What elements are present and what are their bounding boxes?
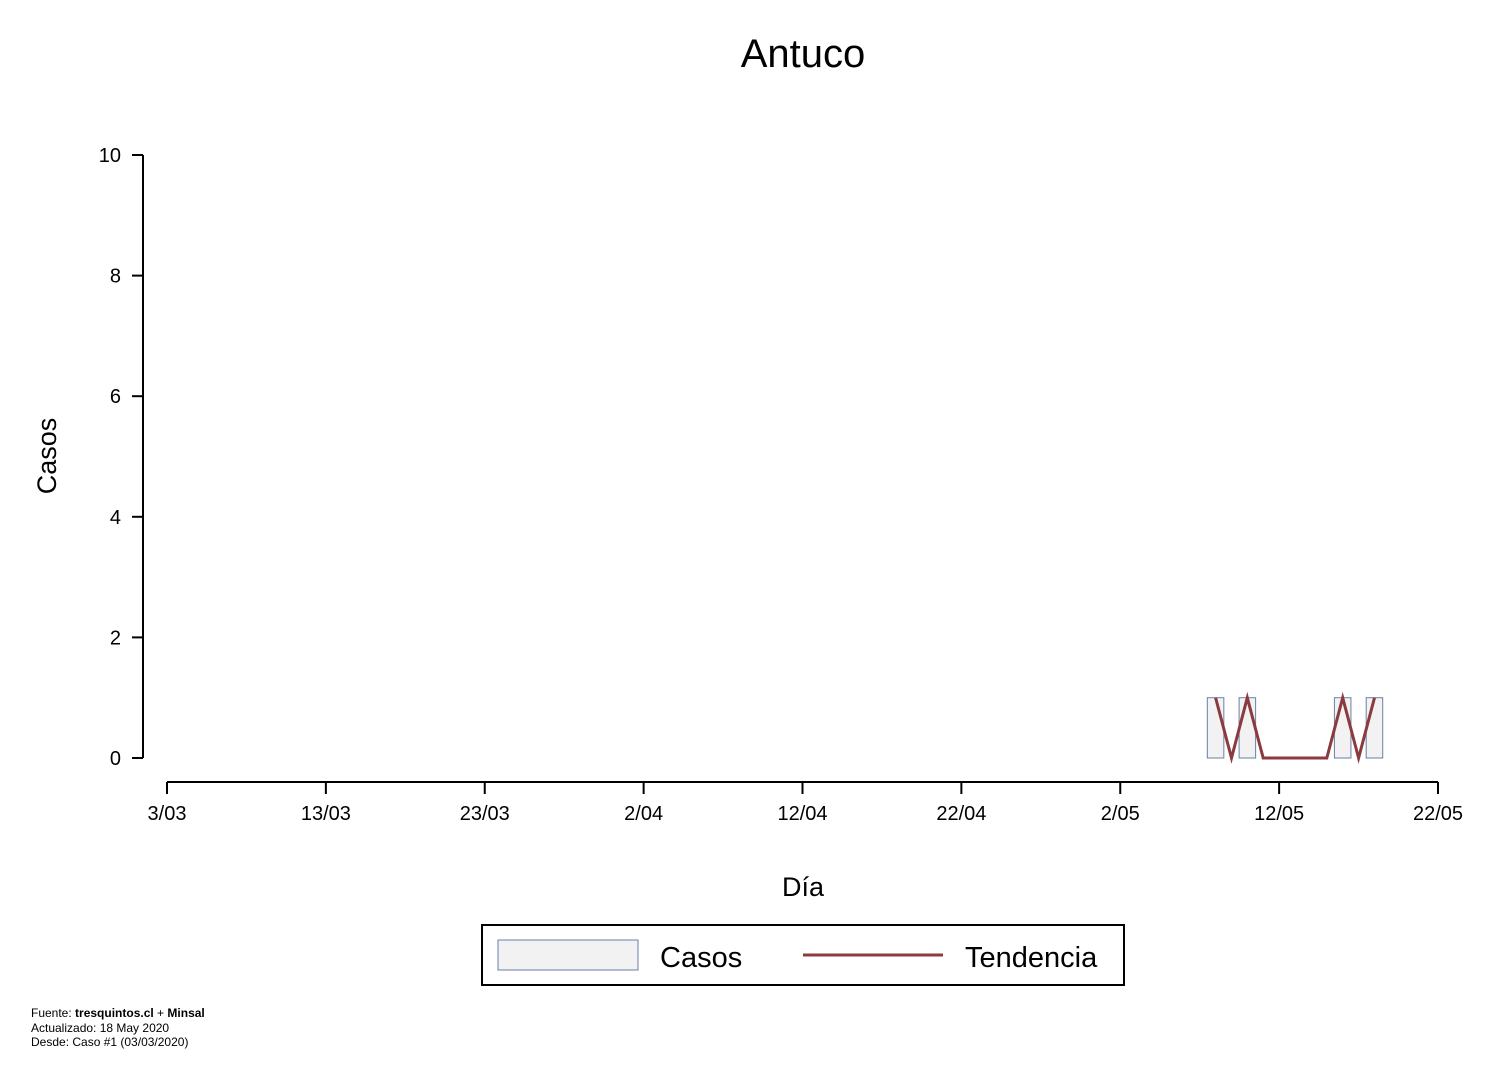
chart-title: Antuco	[741, 32, 866, 76]
y-tick-label: 10	[99, 145, 121, 167]
footer-source-prefix: Fuente:	[31, 1006, 76, 1020]
bar	[1238, 697, 1257, 759]
x-axis-label: Día	[782, 872, 825, 902]
trend-line-group	[1214, 691, 1376, 764]
legend-label-tendencia: Tendencia	[965, 942, 1098, 974]
y-axis: 0 2 4 6 8 10	[99, 145, 144, 770]
y-tick-label: 0	[110, 748, 121, 770]
x-axis: 3/03 13/03 23/03 2/04 12/04 22/04 2/05 12/05 22/…	[148, 781, 1463, 825]
bar	[1365, 697, 1384, 759]
footer-source-2: Minsal	[167, 1006, 205, 1020]
legend-label-casos: Casos	[660, 942, 742, 974]
x-tick-label: 23/03	[460, 803, 510, 825]
y-tick-label: 6	[110, 386, 121, 408]
x-tick-label: 22/04	[936, 803, 986, 825]
x-tick-label: 2/04	[624, 803, 663, 825]
x-tick-label: 22/05	[1413, 803, 1463, 825]
bar	[1206, 697, 1225, 759]
trend-line	[1214, 691, 1376, 764]
y-tick-label: 4	[110, 507, 121, 529]
footer-since: Desde: Caso #1 (03/03/2020)	[31, 1035, 189, 1049]
y-tick-label: 8	[110, 266, 121, 288]
footer-source: Fuente: tresquintos.cl + Minsal	[31, 1006, 205, 1021]
legend: Casos Tendencia	[481, 924, 1125, 986]
x-tick-label: 12/04	[777, 803, 827, 825]
legend-swatch-casos	[497, 939, 639, 971]
y-tick-label: 2	[110, 627, 121, 649]
bar	[1333, 697, 1352, 759]
x-tick-label: 3/03	[148, 803, 187, 825]
x-tick-label: 13/03	[301, 803, 351, 825]
footer-updated: Actualizado: 18 May 2020	[31, 1020, 170, 1035]
x-tick-label: 2/05	[1101, 803, 1140, 825]
x-tick-label: 12/05	[1254, 803, 1304, 825]
y-axis-label: Casos	[32, 418, 62, 495]
footer-source-1: tresquintos.cl	[75, 1006, 154, 1020]
footer: Fuente: tresquintos.cl + Minsal Actualiz…	[31, 1006, 205, 1050]
footer-source-sep: +	[153, 1006, 168, 1020]
